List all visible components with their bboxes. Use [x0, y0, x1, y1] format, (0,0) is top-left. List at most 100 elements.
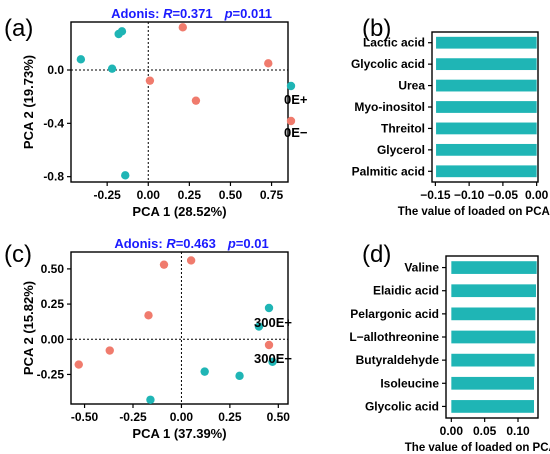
- adonis-annotation: Adonis: R=0.463 p=0.01: [114, 236, 268, 251]
- x-tick-label: 0.00: [170, 410, 194, 424]
- data-point: [76, 55, 86, 64]
- y-axis-label: PCA 2 (15.82%): [21, 281, 36, 375]
- x-tick-label: −0.15: [420, 188, 451, 202]
- bar: [451, 353, 535, 367]
- adonis-annotation: Adonis: R=0.371 p=0.011: [111, 6, 272, 21]
- annotation-r-label: R: [163, 6, 173, 21]
- category-label: Palmitic acid: [352, 164, 425, 178]
- annotation-p-value: =0.011: [233, 6, 272, 21]
- category-label: Lactic acid: [363, 36, 425, 50]
- y-axis-label: PCA 2 (19.73%): [21, 55, 36, 149]
- bar-chart-b: Lactic acid Glycolic acid Urea Myo-inositol…: [351, 31, 550, 218]
- y-tick-label: -0.4: [43, 116, 64, 130]
- bar: [436, 122, 537, 135]
- data-point: [186, 256, 196, 265]
- data-point: [159, 260, 169, 269]
- y-tick-label: -0.25: [37, 367, 65, 381]
- x-tick-label: −0.05: [488, 188, 519, 202]
- x-axis-label: The value of loaded on PCA1: [398, 206, 550, 218]
- panel-label-a: (a): [4, 15, 33, 42]
- x-tick-label: 0.25: [218, 410, 242, 424]
- legend-marker: [286, 116, 296, 126]
- x-tick-label: 0.75: [260, 188, 284, 202]
- legend-marker: [264, 303, 274, 313]
- x-axis-label: PCA 1 (28.52%): [132, 204, 226, 219]
- panel-label-c: (c): [4, 241, 32, 268]
- x-tick-label: 0.05: [473, 424, 497, 438]
- data-point: [268, 357, 277, 366]
- bar-chart-d: Valine Elaidic acid Pelargonic acid L−allot…: [349, 255, 550, 454]
- bar: [436, 143, 537, 156]
- y-tick-label: -0.8: [43, 170, 64, 184]
- x-tick-label: -0.50: [71, 410, 99, 424]
- x-tick-label: 0.50: [219, 188, 243, 202]
- x-tick-label: -0.25: [119, 410, 147, 424]
- scatter-plot-a: -0.25 0.00 0.25 0.50 0.75 -0.8 -0.4 0.0 PCA 1 (2…: [21, 6, 308, 219]
- bar: [436, 58, 537, 71]
- data-point: [145, 76, 155, 85]
- data-point: [144, 311, 153, 320]
- category-label: Pelargonic acid: [350, 307, 439, 321]
- x-tick-label: −0.10: [454, 188, 485, 202]
- annotation-prefix: Adonis:: [111, 6, 163, 21]
- annotation-p-label: p: [224, 6, 233, 21]
- bar: [451, 376, 534, 390]
- data-point: [178, 23, 187, 32]
- bar: [451, 261, 537, 274]
- annotation-r-value: =0.371: [172, 6, 212, 21]
- category-label: Myo-inositol: [354, 100, 425, 114]
- bar: [451, 400, 534, 413]
- data-point: [74, 360, 83, 369]
- panel-label-d: (d): [362, 241, 391, 268]
- category-label: Urea: [398, 79, 425, 93]
- y-tick-label: 0.25: [41, 297, 65, 311]
- bar: [436, 165, 537, 178]
- plot-frame: [70, 251, 289, 405]
- annotation-p-value: =0.01: [236, 236, 269, 251]
- annotation-r-label: R: [166, 236, 176, 251]
- category-label: Glycolic acid: [365, 399, 439, 413]
- data-point: [254, 322, 264, 331]
- legend-label: 0E−: [284, 125, 308, 140]
- data-point: [105, 346, 114, 355]
- category-label: L−allothreonine: [349, 330, 439, 344]
- category-label: Valine: [404, 261, 439, 275]
- data-point: [191, 96, 201, 105]
- y-tick-label: 0.50: [41, 262, 65, 276]
- data-point: [264, 59, 273, 68]
- annotation-r-value: =0.463: [176, 236, 216, 251]
- x-axis-label: The value of loaded on PCA1: [405, 442, 550, 454]
- x-tick-label: 0.00: [440, 424, 464, 438]
- data-point: [117, 27, 127, 36]
- annotation-prefix: Adonis:: [114, 236, 166, 251]
- bar: [451, 284, 536, 298]
- x-tick-label: 0.10: [506, 424, 530, 438]
- legend-marker: [264, 340, 274, 350]
- data-point: [107, 64, 117, 73]
- data-point: [200, 367, 209, 376]
- category-label: Elaidic acid: [373, 284, 439, 298]
- scatter-plot-c: -0.50 -0.25 0.00 0.25 0.50 -0.25 0.00 0.25 0.50 P…: [21, 236, 292, 441]
- data-point: [235, 371, 244, 381]
- y-tick-label: 0.0: [47, 63, 64, 77]
- x-tick-label: -0.25: [93, 188, 121, 202]
- x-tick-label: 0.50: [267, 410, 291, 424]
- category-label: Butyraldehyde: [356, 353, 440, 367]
- data-point: [121, 171, 130, 180]
- x-axis-label: PCA 1 (37.39%): [132, 426, 226, 441]
- bar: [451, 307, 536, 321]
- legend-label: 300E−: [254, 351, 292, 366]
- x-tick-label: 0.00: [525, 188, 549, 202]
- x-tick-label: 0.00: [137, 188, 161, 202]
- bar: [451, 330, 536, 344]
- annotation-p-label: p: [227, 236, 236, 251]
- legend-label: 0E+: [284, 92, 308, 107]
- data-point: [146, 395, 155, 404]
- category-label: Threitol: [381, 121, 425, 135]
- category-label: Glycolic acid: [351, 57, 425, 71]
- panel-label-b: (b): [362, 15, 391, 42]
- legend-label: 300E+: [254, 315, 292, 330]
- category-label: Isoleucine: [380, 376, 439, 390]
- bar: [436, 79, 537, 92]
